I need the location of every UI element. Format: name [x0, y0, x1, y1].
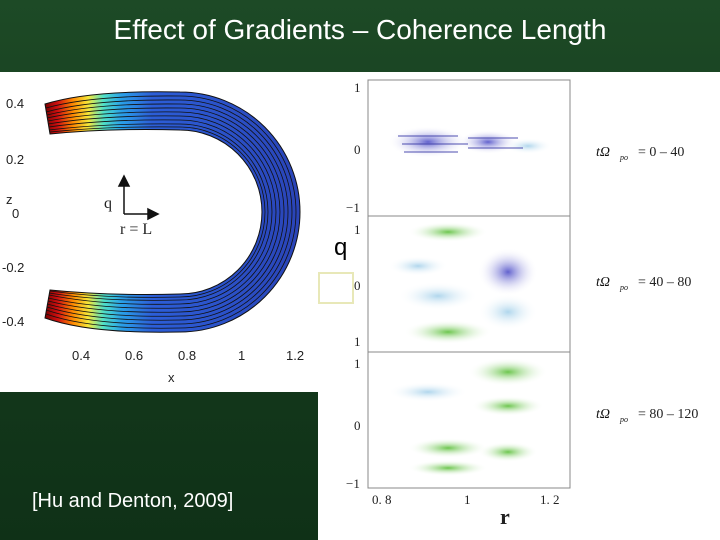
- p3-y-tick-0: 1: [354, 356, 361, 371]
- panel-2-pattern: [388, 222, 538, 344]
- x-axis-label: x: [168, 370, 175, 385]
- q-label: q: [334, 234, 348, 261]
- y-tick-1: 0.2: [6, 152, 24, 167]
- svg-text:tΩ: tΩ: [596, 407, 610, 422]
- svg-text:= 80 – 120: = 80 – 120: [638, 407, 698, 422]
- p1-y-tick-1: 0: [354, 142, 361, 157]
- y-tick-0: 0.4: [6, 96, 24, 111]
- y-tick-2: 0: [12, 206, 19, 221]
- svg-text:= 0 – 40: = 0 – 40: [638, 145, 684, 160]
- panel-1-pattern: [388, 126, 552, 158]
- x-tick-1: 1: [464, 492, 471, 507]
- citation: [Hu and Denton, 2009]: [32, 490, 234, 512]
- p1-y-tick-2: −1: [346, 200, 360, 215]
- p2-y-tick-2: 1: [354, 334, 361, 349]
- p2-y-tick-0: 1: [354, 222, 361, 237]
- x-tick-4: 1.2: [286, 348, 304, 363]
- x-tick-0: 0. 8: [372, 492, 392, 507]
- x-tick-0: 0.4: [72, 348, 90, 363]
- x-tick-2: 0.8: [178, 348, 196, 363]
- coordinate-arrows: [117, 174, 160, 221]
- arrow-r-label: r = L: [120, 221, 152, 238]
- p3-y-tick-1: 0: [354, 418, 361, 433]
- svg-text:po: po: [619, 283, 628, 292]
- p3-y-tick-2: −1: [346, 476, 360, 491]
- x-tick-3: 1: [238, 348, 245, 363]
- y-tick-4: -0.4: [2, 314, 24, 329]
- svg-text:po: po: [619, 415, 628, 424]
- svg-text:po: po: [619, 153, 628, 162]
- svg-text:tΩ: tΩ: [596, 275, 610, 290]
- field-lines: [45, 95, 297, 329]
- x-axis-label: r: [500, 504, 510, 529]
- x-tick-2: 1. 2: [540, 492, 560, 507]
- arrow-q-label: q: [104, 195, 112, 212]
- mode-structure-plot: 1 0 −1 1 0 1 1 0 −1 0. 8 1 1. 2 r tΩ po …: [318, 72, 720, 540]
- slide-title: Effect of Gradients – Coherence Length: [113, 14, 607, 45]
- time-label-3: tΩ po = 80 – 120: [596, 407, 698, 424]
- p1-y-tick-0: 1: [354, 80, 361, 95]
- time-label-2: tΩ po = 40 – 80: [596, 275, 691, 292]
- time-label-1: tΩ po = 0 – 40: [596, 145, 684, 162]
- y-tick-3: -0.2: [2, 260, 24, 275]
- p2-y-tick-1: 0: [354, 278, 361, 293]
- svg-text:= 40 – 80: = 40 – 80: [638, 275, 691, 290]
- svg-text:tΩ: tΩ: [596, 145, 610, 160]
- field-line-plot: 0.4 0.2 0 -0.2 -0.4 z 0.4 0.6 0.8 1 1.2 …: [0, 72, 318, 392]
- y-axis-label: z: [6, 192, 13, 207]
- panel-3-pattern: [388, 358, 548, 476]
- highlight-box: [318, 272, 354, 304]
- x-tick-1: 0.6: [125, 348, 143, 363]
